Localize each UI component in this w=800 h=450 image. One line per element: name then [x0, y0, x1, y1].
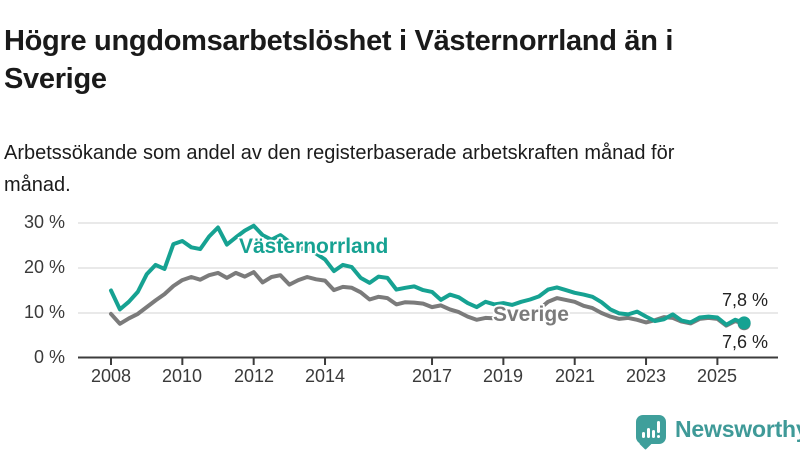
- series-line-sverige: [109, 270, 747, 328]
- x-tick-label: 2010: [161, 366, 203, 386]
- chart-subtitle: Arbetssökande som andel av den registerb…: [4, 142, 675, 196]
- y-tick-label: 0 %: [33, 347, 65, 367]
- x-tick-label: 2021: [554, 366, 596, 386]
- x-tick-label: 2023: [625, 366, 667, 386]
- x-tick-label: 2019: [482, 366, 524, 386]
- y-tick-label: 10 %: [23, 302, 65, 322]
- newsworthy-logo-text: Newsworthy: [675, 415, 800, 442]
- y-tick-label: 30 %: [23, 212, 65, 232]
- end-dot-västernorrland: [737, 316, 751, 330]
- x-tick-label: 2008: [90, 366, 132, 386]
- end-value-label-vasternorrland: 7,8 %: [721, 290, 768, 310]
- x-tick-label: 2012: [233, 366, 275, 386]
- series-label-sverige: Sverige: [493, 303, 569, 326]
- newsworthy-bubble-chart-icon: [636, 414, 666, 444]
- series-line-västernorrland: [109, 223, 747, 327]
- x-tick-label: 2017: [411, 366, 453, 386]
- series-label-vasternorrland: Västernorrland: [239, 235, 389, 258]
- x-tick-label: 2025: [696, 366, 738, 386]
- newsworthy-logo[interactable]: Newsworthy: [636, 412, 800, 446]
- x-tick-label: 2014: [304, 366, 346, 386]
- y-tick-label: 20 %: [23, 257, 65, 277]
- end-value-label-sverige: 7,6 %: [721, 332, 768, 352]
- page-title: Högre ungdomsarbetslöshet i Västernorrla…: [4, 25, 674, 96]
